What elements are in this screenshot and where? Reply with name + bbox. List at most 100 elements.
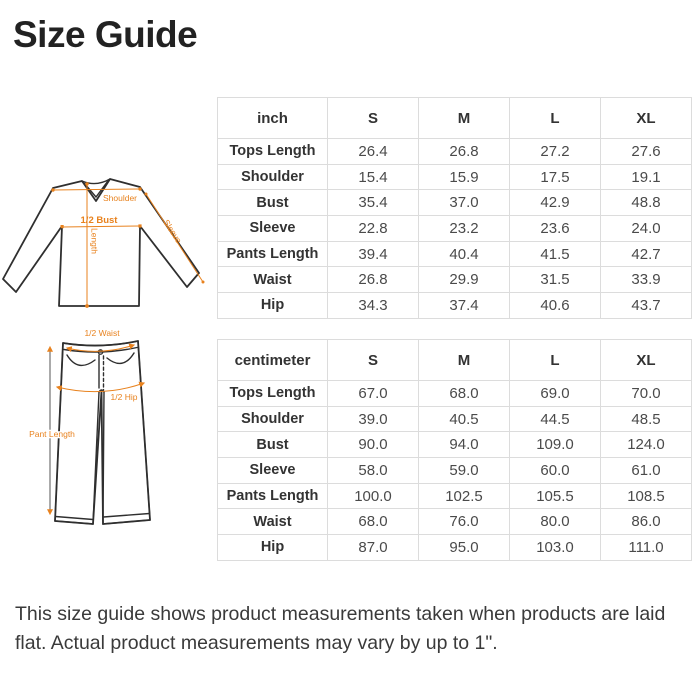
size-value: 61.0 xyxy=(600,457,692,484)
size-value: 31.5 xyxy=(509,266,601,294)
size-value: 39.0 xyxy=(327,405,419,433)
size-value: 34.3 xyxy=(327,292,419,319)
size-value: 41.5 xyxy=(509,240,601,268)
size-value: 27.2 xyxy=(509,138,601,165)
size-value: 40.5 xyxy=(418,405,510,433)
size-value: 24.0 xyxy=(600,215,692,242)
row-label: Hip xyxy=(217,534,328,561)
pant-length-measure-label: Pant Length xyxy=(29,429,75,439)
table-row: Hip 34.3 37.4 40.6 43.7 xyxy=(217,292,692,319)
row-label: Shoulder xyxy=(217,163,328,191)
bust-measure-line xyxy=(61,225,141,228)
hip-measure-label: 1/2 Hip xyxy=(111,392,138,402)
size-value: 37.0 xyxy=(418,189,510,217)
size-value: 23.2 xyxy=(418,215,510,242)
size-value: 48.8 xyxy=(600,189,692,217)
footer-note: This size guide shows product measuremen… xyxy=(15,603,666,654)
table-header-row: inch S M L XL xyxy=(217,97,692,139)
size-value: 27.6 xyxy=(600,138,692,165)
waist-measure-label: 1/2 Waist xyxy=(84,328,120,338)
hip-measure-arrow xyxy=(55,381,146,393)
size-value: 26.8 xyxy=(418,138,510,165)
shirt-diagram: Shoulder 1/2 Bust Length Sleeve xyxy=(2,178,205,308)
size-value: 40.4 xyxy=(418,240,510,268)
row-label: Pants Length xyxy=(217,240,328,268)
size-header-s: S xyxy=(327,339,419,381)
table-row: Bust 90.0 94.0 109.0 124.0 xyxy=(217,431,692,459)
size-value: 15.9 xyxy=(418,163,510,191)
shoulder-measure-line xyxy=(52,188,141,191)
pants-left-pocket-icon xyxy=(66,354,96,367)
sleeve-measure-line xyxy=(145,193,204,283)
size-value: 94.0 xyxy=(418,431,510,459)
table-row: Pants Length 39.4 40.4 41.5 42.7 xyxy=(217,240,692,268)
row-label: Hip xyxy=(217,292,328,319)
shirt-collar-rib-icon xyxy=(83,180,109,199)
size-value: 40.6 xyxy=(509,292,601,319)
size-value: 42.9 xyxy=(509,189,601,217)
size-value: 59.0 xyxy=(418,457,510,484)
size-header-m: M xyxy=(418,97,510,139)
size-value: 48.5 xyxy=(600,405,692,433)
size-value: 44.5 xyxy=(509,405,601,433)
size-value: 90.0 xyxy=(327,431,419,459)
size-value: 86.0 xyxy=(600,508,692,536)
table-row: Bust 35.4 37.0 42.9 48.8 xyxy=(217,189,692,217)
size-value: 100.0 xyxy=(327,482,419,510)
table-row: Sleeve 58.0 59.0 60.0 61.0 xyxy=(217,457,692,484)
size-value: 76.0 xyxy=(418,508,510,536)
size-value: 69.0 xyxy=(509,380,601,407)
size-value: 26.8 xyxy=(327,266,419,294)
size-header-l: L xyxy=(509,339,601,381)
table-row: Pants Length 100.0 102.5 105.5 108.5 xyxy=(217,482,692,510)
size-value: 68.0 xyxy=(418,380,510,407)
row-label: Waist xyxy=(217,508,328,536)
size-value: 103.0 xyxy=(509,534,601,561)
table-row: Waist 26.8 29.9 31.5 33.9 xyxy=(217,266,692,294)
size-value: 15.4 xyxy=(327,163,419,191)
row-label: Sleeve xyxy=(217,215,328,242)
table-header-row: centimeter S M L XL xyxy=(217,339,692,381)
table-row: Waist 68.0 76.0 80.0 86.0 xyxy=(217,508,692,536)
size-header-s: S xyxy=(327,97,419,139)
size-value: 68.0 xyxy=(327,508,419,536)
row-label: Tops Length xyxy=(217,380,328,407)
size-value: 19.1 xyxy=(600,163,692,191)
size-value: 80.0 xyxy=(509,508,601,536)
size-value: 17.5 xyxy=(509,163,601,191)
size-value: 108.5 xyxy=(600,482,692,510)
pants-left-hem-icon xyxy=(54,515,94,521)
unit-header: inch xyxy=(217,97,328,139)
size-value: 33.9 xyxy=(600,266,692,294)
table-row: Tops Length 26.4 26.8 27.2 27.6 xyxy=(217,138,692,165)
unit-header: centimeter xyxy=(217,339,328,381)
page-title: Size Guide xyxy=(13,14,198,55)
size-value: 26.4 xyxy=(327,138,419,165)
size-value: 105.5 xyxy=(509,482,601,510)
row-label: Bust xyxy=(217,189,328,217)
row-label: Pants Length xyxy=(217,482,328,510)
measurement-table-centimeter: centimeter S M L XL Tops Length 67.0 68.… xyxy=(217,339,692,561)
size-value: 60.0 xyxy=(509,457,601,484)
pants-right-pocket-icon xyxy=(106,352,135,365)
shirt-outline-icon xyxy=(2,178,200,307)
size-value: 70.0 xyxy=(600,380,692,407)
size-value: 87.0 xyxy=(327,534,419,561)
size-value: 22.8 xyxy=(327,215,419,242)
size-header-xl: XL xyxy=(600,97,692,139)
measurement-table-inch: inch S M L XL Tops Length 26.4 26.8 27.2… xyxy=(217,97,692,319)
row-label: Tops Length xyxy=(217,138,328,165)
size-value: 67.0 xyxy=(327,380,419,407)
size-value: 124.0 xyxy=(600,431,692,459)
size-header-xl: XL xyxy=(600,339,692,381)
table-row: Tops Length 67.0 68.0 69.0 70.0 xyxy=(217,380,692,407)
size-value: 29.9 xyxy=(418,266,510,294)
waist-measure-arrow xyxy=(65,343,136,353)
size-value: 111.0 xyxy=(600,534,692,561)
pants-left-leg-icon xyxy=(54,342,100,525)
size-value: 102.5 xyxy=(418,482,510,510)
row-label: Waist xyxy=(217,266,328,294)
length-measure-label: Length xyxy=(90,228,100,254)
size-value: 58.0 xyxy=(327,457,419,484)
